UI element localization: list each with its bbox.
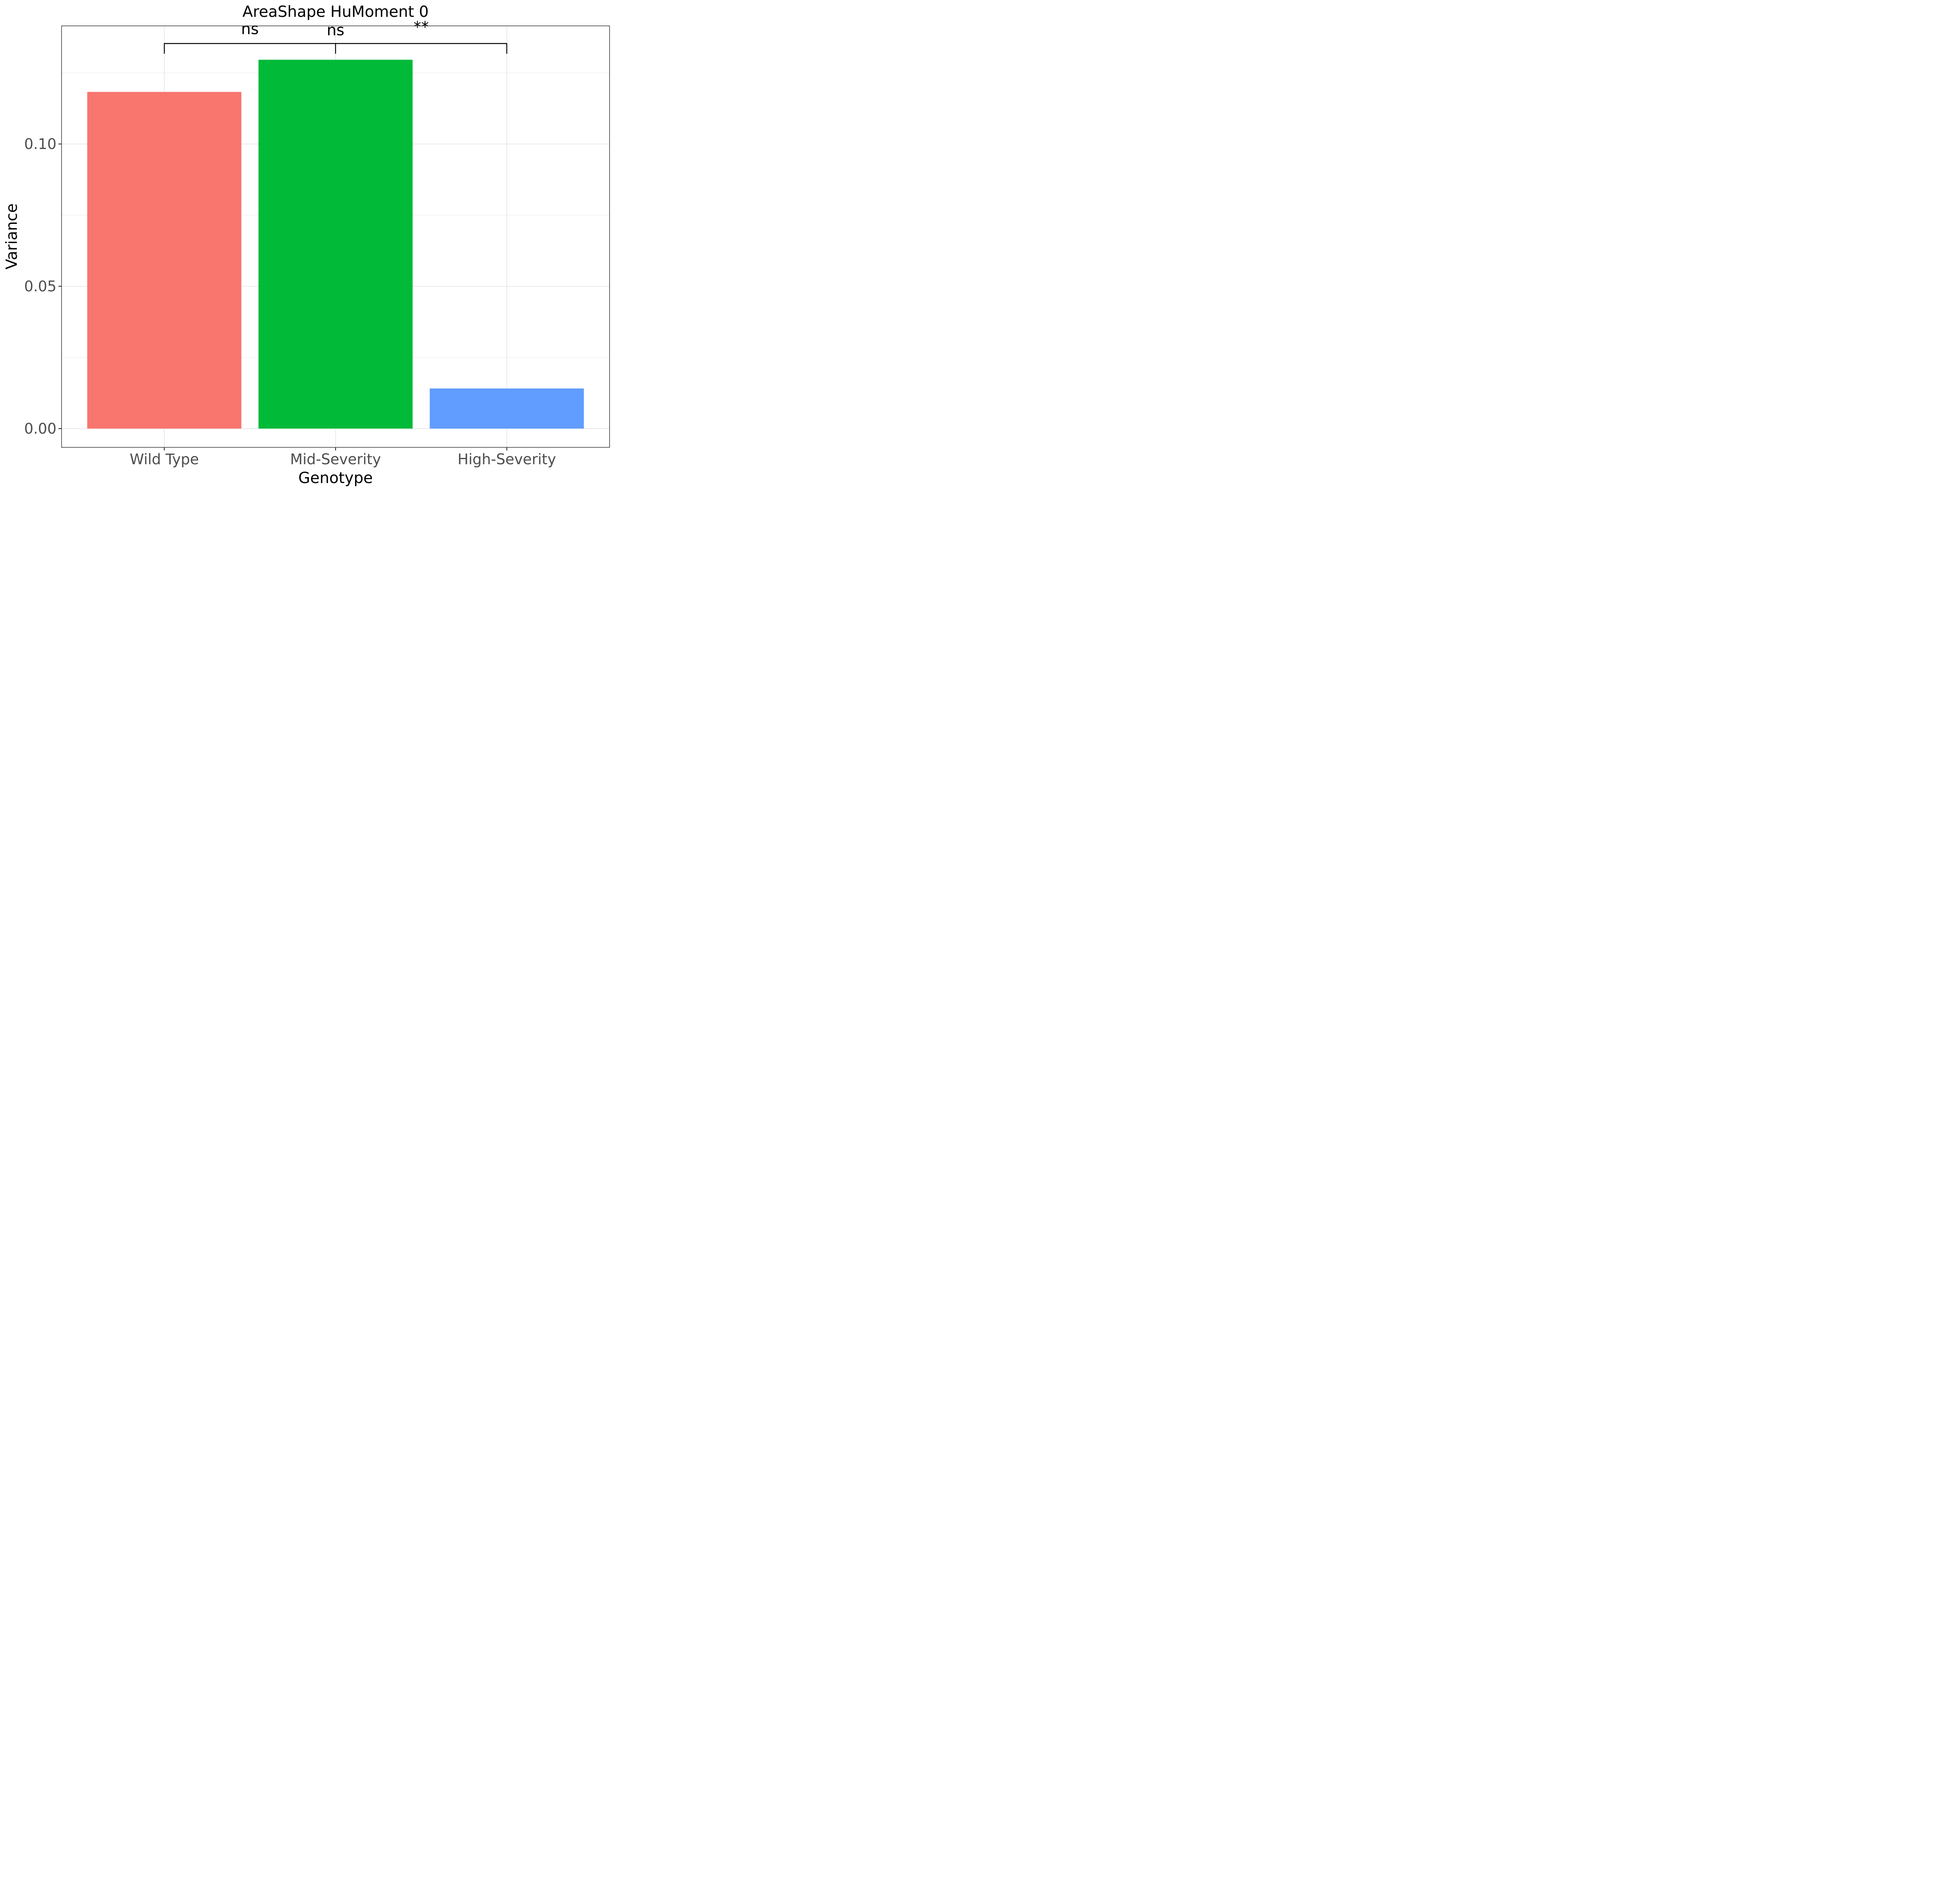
- y-axis-title: Variance: [3, 203, 21, 269]
- significance-bracket: [335, 43, 507, 54]
- y-tick-label: 0.10: [24, 136, 56, 153]
- y-tick-label: 0.05: [24, 278, 56, 295]
- bar-mid-severity: [258, 60, 413, 429]
- x-axis: Wild Type Mid-Severity High-Severity: [130, 447, 556, 468]
- x-tick-label: Mid-Severity: [290, 451, 381, 468]
- bar-high-severity: [430, 388, 584, 429]
- bar-wild-type: [87, 92, 241, 429]
- x-axis-title: Genotype: [298, 469, 373, 487]
- bars: [87, 60, 584, 429]
- significance-label: ns: [241, 20, 259, 38]
- x-tick-label: Wild Type: [130, 451, 199, 468]
- significance-label: **: [414, 18, 429, 36]
- x-tick-label: High-Severity: [457, 451, 556, 468]
- bar-chart: AreaShape HuMoment 0 ns ns ** 0.00 0.05 0.10…: [0, 0, 613, 490]
- significance-brackets: ns ns **: [164, 18, 507, 54]
- y-tick-label: 0.00: [24, 420, 56, 437]
- significance-label: ns: [327, 22, 344, 39]
- y-axis: 0.00 0.05 0.10: [24, 136, 62, 437]
- chart-title: AreaShape HuMoment 0: [242, 3, 428, 21]
